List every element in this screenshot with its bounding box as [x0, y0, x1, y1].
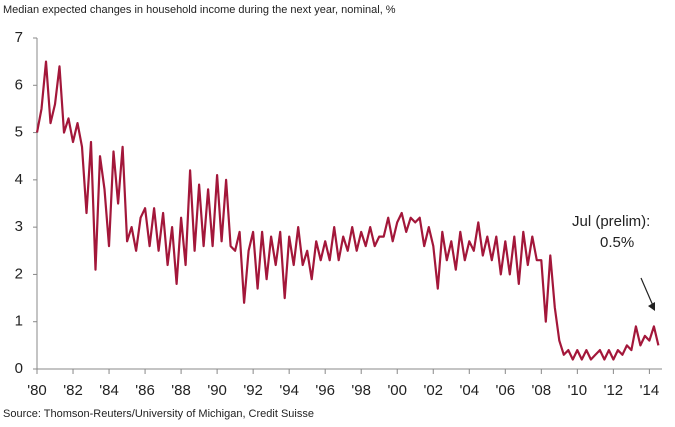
x-tick-label: '92 — [243, 382, 263, 399]
x-tick-label: '96 — [315, 382, 335, 399]
x-tick-label: '86 — [135, 382, 155, 399]
annotation: 0.5% — [600, 234, 634, 251]
data-line — [35, 60, 660, 361]
source-note: Source: Thomson-Reuters/University of Mi… — [3, 408, 314, 420]
x-tick-label: '10 — [568, 382, 588, 399]
y-tick-label: 1 — [15, 313, 23, 330]
y-tick-label: 3 — [15, 218, 23, 235]
y-tick-label: 6 — [15, 76, 23, 93]
x-tick-label: '82 — [63, 382, 83, 399]
y-tick-label: 5 — [15, 124, 23, 141]
x-tick-label: '98 — [351, 382, 371, 399]
arrow-head — [648, 302, 655, 311]
x-tick-label: '02 — [423, 382, 443, 399]
x-tick-label: '14 — [640, 382, 660, 399]
y-tick-label: 7 — [15, 29, 23, 46]
x-tick-label: '08 — [532, 382, 552, 399]
annotation-arrow — [640, 277, 655, 309]
x-tick-label: '06 — [496, 382, 516, 399]
x-tick-label: '94 — [279, 382, 299, 399]
x-tick-label: '88 — [171, 382, 191, 399]
x-tick-label: '12 — [604, 382, 624, 399]
x-tick-label: '04 — [459, 382, 479, 399]
y-tick-label: 2 — [15, 265, 23, 282]
x-tick-label: '90 — [207, 382, 227, 399]
x-tick-label: '00 — [387, 382, 407, 399]
annotation: Jul (prelim): — [572, 213, 650, 230]
y-tick-label: 0 — [15, 360, 23, 377]
y-tick-label: 4 — [15, 171, 23, 188]
x-tick-label: '80 — [27, 382, 47, 399]
chart-title: Median expected changes in household inc… — [3, 4, 396, 16]
x-tick-label: '84 — [99, 382, 119, 399]
